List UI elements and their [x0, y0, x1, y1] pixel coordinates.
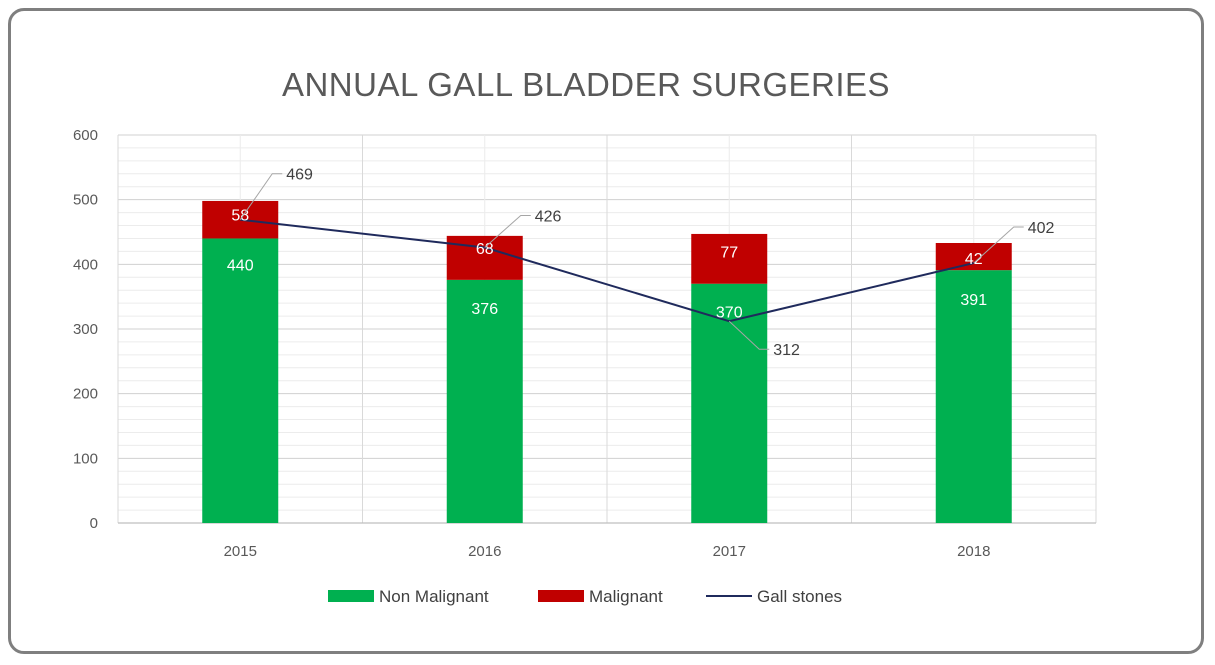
data-label-gall-stones: 402 — [1028, 220, 1055, 237]
data-label-non-malignant: 376 — [471, 301, 498, 318]
y-tick-label: 500 — [73, 192, 98, 209]
y-tick-label: 0 — [90, 515, 98, 532]
legend-label: Gall stones — [757, 587, 842, 606]
leader-line — [239, 173, 283, 220]
bar-malignant — [691, 233, 768, 284]
data-label-gall-stones: 469 — [286, 167, 313, 184]
legend-swatch — [328, 590, 374, 602]
leader-line — [728, 320, 770, 350]
y-tick-label: 300 — [73, 321, 98, 338]
x-tick-label: 2015 — [224, 543, 257, 560]
data-label-malignant: 77 — [720, 245, 738, 262]
y-tick-label: 400 — [73, 256, 98, 273]
bar-non-malignant — [691, 283, 768, 523]
chart-title: ANNUAL GALL BLADDER SURGERIES — [281, 66, 891, 103]
data-label-gall-stones: 312 — [773, 342, 800, 359]
line-gall-stones — [240, 218, 974, 323]
bar-non-malignant — [935, 270, 1012, 523]
data-label-non-malignant: 370 — [716, 305, 743, 322]
legend-label: Malignant — [589, 587, 663, 606]
legend-label: Non Malignant — [379, 587, 489, 606]
leader-line — [973, 226, 1024, 264]
leader-line — [484, 215, 531, 248]
data-label-malignant: 68 — [476, 241, 494, 258]
bar-malignant — [446, 235, 523, 280]
bar-non-malignant — [202, 238, 279, 523]
bar-malignant — [935, 242, 1012, 271]
data-label-non-malignant: 440 — [227, 257, 254, 274]
data-label-malignant: 42 — [965, 251, 983, 268]
data-label-non-malignant: 391 — [960, 292, 987, 309]
x-tick-label: 2016 — [468, 543, 501, 560]
y-tick-label: 100 — [73, 450, 98, 467]
data-label-gall-stones: 426 — [535, 209, 562, 226]
data-label-malignant: 58 — [231, 207, 249, 224]
x-tick-label: 2018 — [957, 543, 990, 560]
y-tick-label: 600 — [73, 127, 98, 144]
legend-swatch — [538, 590, 584, 602]
y-tick-label: 200 — [73, 386, 98, 403]
x-tick-label: 2017 — [713, 543, 746, 560]
bar-non-malignant — [446, 279, 523, 523]
